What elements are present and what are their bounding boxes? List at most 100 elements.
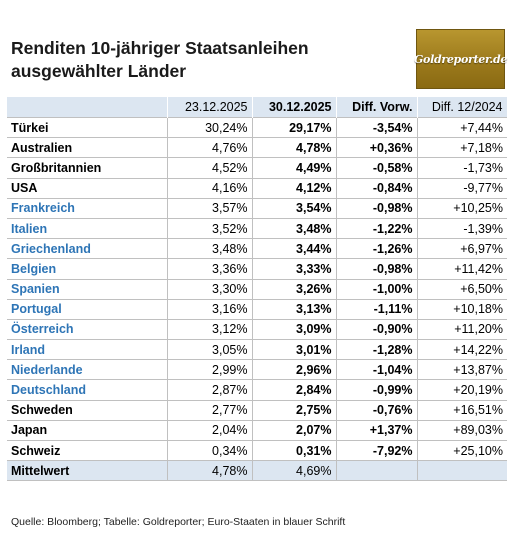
table-row: Belgien 3,36% 3,33% -0,98% +11,42% [7, 258, 507, 280]
yield-3012-cell: 3,26% [251, 279, 336, 300]
table-row: Portugal 3,16% 3,13% -1,11% +10,18% [7, 299, 507, 320]
yield-3012-cell: 3,44% [251, 238, 336, 260]
yield-2312-cell: 3,30% [166, 279, 252, 300]
table-row: Großbritannien 4,52% 4,49% -0,58% -1,73% [7, 157, 507, 179]
diff-year-cell: -1,73% [416, 157, 507, 179]
diff-year-cell: -9,77% [416, 178, 507, 199]
diff-week-cell: -1,28% [335, 339, 417, 361]
diff-week-cell: -0,76% [335, 400, 417, 421]
diff-week-cell: +1,37% [335, 420, 417, 442]
yield-3012-cell: 3,33% [251, 258, 336, 280]
diff-week-cell: -0,90% [335, 319, 417, 341]
yield-2312-cell: 3,48% [166, 238, 252, 260]
country-cell: Frankreich [7, 198, 167, 219]
diff-year-cell: +89,03% [416, 420, 507, 442]
country-cell: Türkei [7, 116, 167, 139]
table-row: Türkei 30,24% 29,17% -3,54% +7,44% [7, 116, 507, 139]
diff-week-cell: -1,04% [335, 359, 417, 381]
yield-2312-cell: 2,77% [166, 400, 252, 421]
diff-year-cell: +25,10% [416, 440, 507, 462]
yield-3012-cell: 0,31% [251, 440, 336, 462]
header-date-1: 23.12.2025 [167, 97, 253, 118]
diff-week-cell: -0,84% [335, 178, 417, 199]
yield-2312-cell: 4,52% [166, 157, 252, 179]
yield-3012-cell: 3,01% [251, 339, 336, 361]
yield-2312-cell: 2,99% [166, 359, 252, 381]
header-diff-year: Diff. 12/2024 [417, 97, 508, 118]
country-cell: Irland [7, 339, 167, 361]
yield-3012-cell: 29,17% [251, 116, 336, 139]
header-country [7, 97, 168, 118]
yield-3012-cell: 2,84% [251, 379, 336, 401]
diff-week-cell: -0,98% [335, 258, 417, 280]
country-cell: Japan [7, 420, 167, 442]
diff-week-cell: -0,58% [335, 157, 417, 179]
table-body: Türkei 30,24% 29,17% -3,54% +7,44% Australien… [7, 116, 507, 482]
title-line-1: Renditen 10-jähriger Staatsanleihen [11, 38, 309, 58]
yield-2312-cell: 4,16% [166, 178, 252, 199]
yield-3012-cell: 3,13% [251, 299, 336, 320]
diff-week-cell: -1,11% [335, 299, 417, 320]
country-cell: Griechenland [7, 238, 167, 260]
header-date-2: 30.12.2025 [252, 97, 337, 118]
yield-3012-cell: 2,07% [251, 420, 336, 442]
diff-year-cell: +11,42% [416, 258, 507, 280]
logo-text: Goldreporter.de [413, 52, 508, 66]
chart-title: Renditen 10-jähriger Staatsanleihen ausg… [11, 37, 309, 83]
country-cell: Spanien [7, 279, 167, 300]
diff-week-cell: -7,92% [335, 440, 417, 462]
source-note: Quelle: Bloomberg; Tabelle: Goldreporter… [11, 516, 346, 528]
country-cell: Schweden [7, 400, 167, 421]
yield-2312-cell: 3,52% [166, 218, 252, 240]
average-label: Mittelwert [7, 460, 167, 482]
table-row: Frankreich 3,57% 3,54% -0,98% +10,25% [7, 198, 507, 219]
table-row: Schweden 2,77% 2,75% -0,76% +16,51% [7, 400, 507, 421]
diff-year-cell: +14,22% [416, 339, 507, 361]
goldreporter-logo: Goldreporter.de [413, 29, 508, 89]
yield-2312-cell: 3,57% [166, 198, 252, 219]
country-cell: Deutschland [7, 379, 167, 401]
diff-week-cell: -1,26% [335, 238, 417, 260]
country-cell: Portugal [7, 299, 167, 320]
header-row: 23.12.2025 30.12.2025 Diff. Vorw. Diff. … [7, 97, 508, 118]
diff-year-cell: +16,51% [416, 400, 507, 421]
average-v1-cell: 4,78% [166, 460, 252, 482]
yield-3012-cell: 2,96% [251, 359, 336, 381]
average-v3-cell [335, 460, 417, 482]
diff-year-cell: +7,18% [416, 137, 507, 159]
yield-2312-cell: 30,24% [166, 116, 252, 139]
yield-3012-cell: 4,12% [251, 178, 336, 199]
diff-year-cell: +11,20% [416, 319, 507, 341]
header-diff-week: Diff. Vorw. [336, 97, 418, 118]
table-row: Australien 4,76% 4,78% +0,36% +7,18% [7, 137, 507, 159]
yield-3012-cell: 4,49% [251, 157, 336, 179]
table-row: Deutschland 2,87% 2,84% -0,99% +20,19% [7, 379, 507, 401]
country-cell: Niederlande [7, 359, 167, 381]
table-row: Niederlande 2,99% 2,96% -1,04% +13,87% [7, 359, 507, 381]
diff-week-cell: -1,22% [335, 218, 417, 240]
table-row: USA 4,16% 4,12% -0,84% -9,77% [7, 178, 507, 199]
diff-week-cell: -0,98% [335, 198, 417, 219]
table-row: Schweiz 0,34% 0,31% -7,92% +25,10% [7, 440, 507, 462]
yield-3012-cell: 2,75% [251, 400, 336, 421]
table-row: Spanien 3,30% 3,26% -1,00% +6,50% [7, 279, 507, 300]
country-cell: Schweiz [7, 440, 167, 462]
yield-2312-cell: 2,04% [166, 420, 252, 442]
yield-2312-cell: 3,05% [166, 339, 252, 361]
average-v4-cell [416, 460, 507, 482]
yield-2312-cell: 3,16% [166, 299, 252, 320]
average-row: Mittelwert 4,78% 4,69% [7, 460, 507, 482]
yield-3012-cell: 3,54% [251, 198, 336, 219]
average-v2-cell: 4,69% [251, 460, 336, 482]
yield-table: 23.12.2025 30.12.2025 Diff. Vorw. Diff. … [7, 97, 508, 482]
yield-2312-cell: 4,76% [166, 137, 252, 159]
diff-week-cell: -0,99% [335, 379, 417, 401]
yield-3012-cell: 3,48% [251, 218, 336, 240]
diff-week-cell: +0,36% [335, 137, 417, 159]
diff-year-cell: +6,97% [416, 238, 507, 260]
diff-year-cell: +10,25% [416, 198, 507, 219]
yield-3012-cell: 3,09% [251, 319, 336, 341]
country-cell: Österreich [7, 319, 167, 341]
country-cell: Belgien [7, 258, 167, 280]
country-cell: USA [7, 178, 167, 199]
